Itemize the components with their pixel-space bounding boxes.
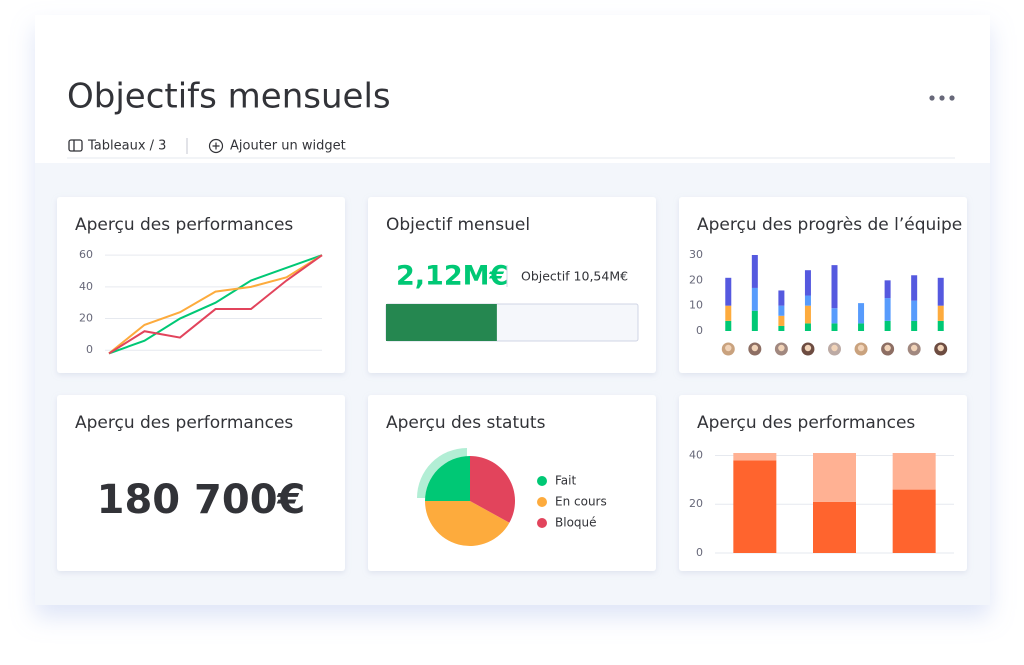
kpi-value: 180 700€ [97, 477, 306, 523]
avatar-face [884, 344, 891, 352]
progress-fill [386, 304, 497, 341]
y-tick-label: 40 [79, 280, 93, 293]
bar-segment [911, 320, 918, 331]
add-icon [208, 138, 224, 154]
boards-link[interactable]: Tableaux / 3 [87, 139, 166, 154]
bar-segment [733, 453, 777, 461]
bar-segment [804, 295, 811, 306]
page-title: Objectifs mensuels [67, 77, 391, 117]
y-tick-label: 40 [689, 448, 703, 461]
card-title: Aperçu des performances [75, 413, 293, 433]
bar-segment [892, 489, 936, 553]
y-tick-label: 0 [696, 546, 703, 559]
bar-segment [804, 323, 811, 331]
bar-segment [778, 305, 785, 316]
kpi-value: 2,12M€ [396, 261, 508, 292]
card-title: Objectif mensuel [386, 215, 530, 235]
y-tick-label: 60 [79, 248, 93, 261]
bar-segment [831, 265, 838, 309]
avatar-face [725, 344, 732, 352]
legend-swatch [537, 476, 547, 486]
bar-segment [751, 255, 758, 288]
bar-segment [858, 323, 865, 331]
pie-slice [470, 456, 515, 523]
bar-segment [884, 280, 891, 299]
bar-segment [892, 453, 936, 490]
y-tick-label: 10 [689, 299, 703, 312]
bar-segment [911, 300, 918, 321]
bar-segment [937, 320, 944, 331]
card-title: Aperçu des progrès de l’équipe [697, 215, 962, 235]
add-widget[interactable]: Ajouter un widget [230, 139, 346, 154]
board-icon [68, 139, 83, 152]
legend-swatch [537, 497, 547, 507]
avatar-face [778, 344, 785, 352]
y-tick-label: 0 [696, 324, 703, 337]
bar-segment [813, 501, 856, 553]
avatar-face [751, 344, 759, 352]
bar-segment [804, 270, 811, 296]
y-tick-label: 20 [689, 497, 703, 510]
line-series [108, 254, 323, 355]
bar-segment [884, 320, 891, 331]
avatar-face [857, 344, 865, 352]
bar-segment [831, 323, 838, 331]
card-title: Aperçu des performances [697, 413, 915, 433]
bar-segment [725, 277, 732, 306]
bar-segment [831, 308, 838, 324]
bar-segment [778, 290, 785, 306]
bar-segment [733, 460, 777, 553]
y-tick-label: 30 [689, 248, 703, 261]
bar-segment [751, 310, 758, 331]
y-tick-label: 20 [79, 312, 93, 325]
bar-segment [725, 320, 732, 331]
bar-segment [804, 305, 811, 324]
legend-label: Bloqué [555, 516, 597, 530]
pie-slice [425, 456, 470, 501]
pie-slice [425, 501, 510, 546]
bar-segment [725, 305, 732, 321]
avatar-face [831, 344, 838, 352]
line-series [108, 254, 323, 355]
bar-segment [858, 303, 865, 324]
bar-segment [751, 287, 758, 311]
bar-segment [778, 325, 785, 331]
card-title: Aperçu des statuts [386, 413, 546, 433]
card [679, 197, 967, 373]
bar-segment [937, 305, 944, 321]
card-title: Aperçu des performances [75, 215, 293, 235]
legend-label: En cours [555, 495, 607, 509]
bar-segment [778, 315, 785, 326]
kpi-target: Objectif 10,54M€ [521, 269, 628, 284]
bar-segment [813, 453, 856, 502]
bar-segment [911, 275, 918, 301]
bar-segment [937, 277, 944, 306]
card [57, 197, 345, 373]
legend-label: Fait [555, 474, 576, 488]
bar-segment [884, 298, 891, 321]
y-tick-label: 20 [689, 273, 703, 286]
avatar-face [804, 344, 812, 352]
y-tick-label: 0 [86, 343, 93, 356]
legend-swatch [537, 518, 547, 528]
line-series [108, 254, 323, 355]
more-menu[interactable] [929, 95, 955, 101]
avatar-face [937, 344, 944, 352]
header [35, 15, 990, 163]
avatar-face [910, 344, 918, 352]
card [57, 395, 345, 571]
